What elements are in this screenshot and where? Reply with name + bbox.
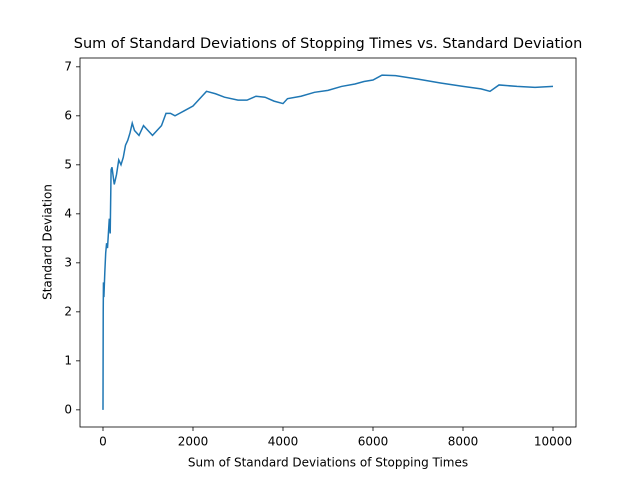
x-tick-label: 6000	[358, 435, 389, 449]
x-axis-label: Sum of Standard Deviations of Stopping T…	[188, 456, 468, 470]
chart-title: Sum of Standard Deviations of Stopping T…	[74, 36, 583, 52]
x-tick-label: 4000	[268, 435, 299, 449]
y-tick-label: 1	[64, 353, 72, 367]
x-tick-label: 8000	[448, 435, 479, 449]
x-tick-label: 2000	[178, 435, 209, 449]
data-line	[102, 74, 554, 410]
x-tick-label: 10000	[534, 435, 572, 449]
x-tick-label: 0	[99, 435, 107, 449]
y-tick-label: 2	[64, 304, 72, 318]
y-tick-label: 6	[64, 108, 72, 122]
y-tick-label: 4	[64, 206, 72, 220]
y-axis-label: Standard Deviation	[41, 184, 55, 300]
y-tick-label: 7	[64, 59, 72, 73]
plot-frame	[79, 57, 577, 428]
y-tick-label: 3	[64, 255, 72, 269]
y-tick-label: 0	[64, 402, 72, 416]
y-tick-label: 5	[64, 157, 72, 171]
